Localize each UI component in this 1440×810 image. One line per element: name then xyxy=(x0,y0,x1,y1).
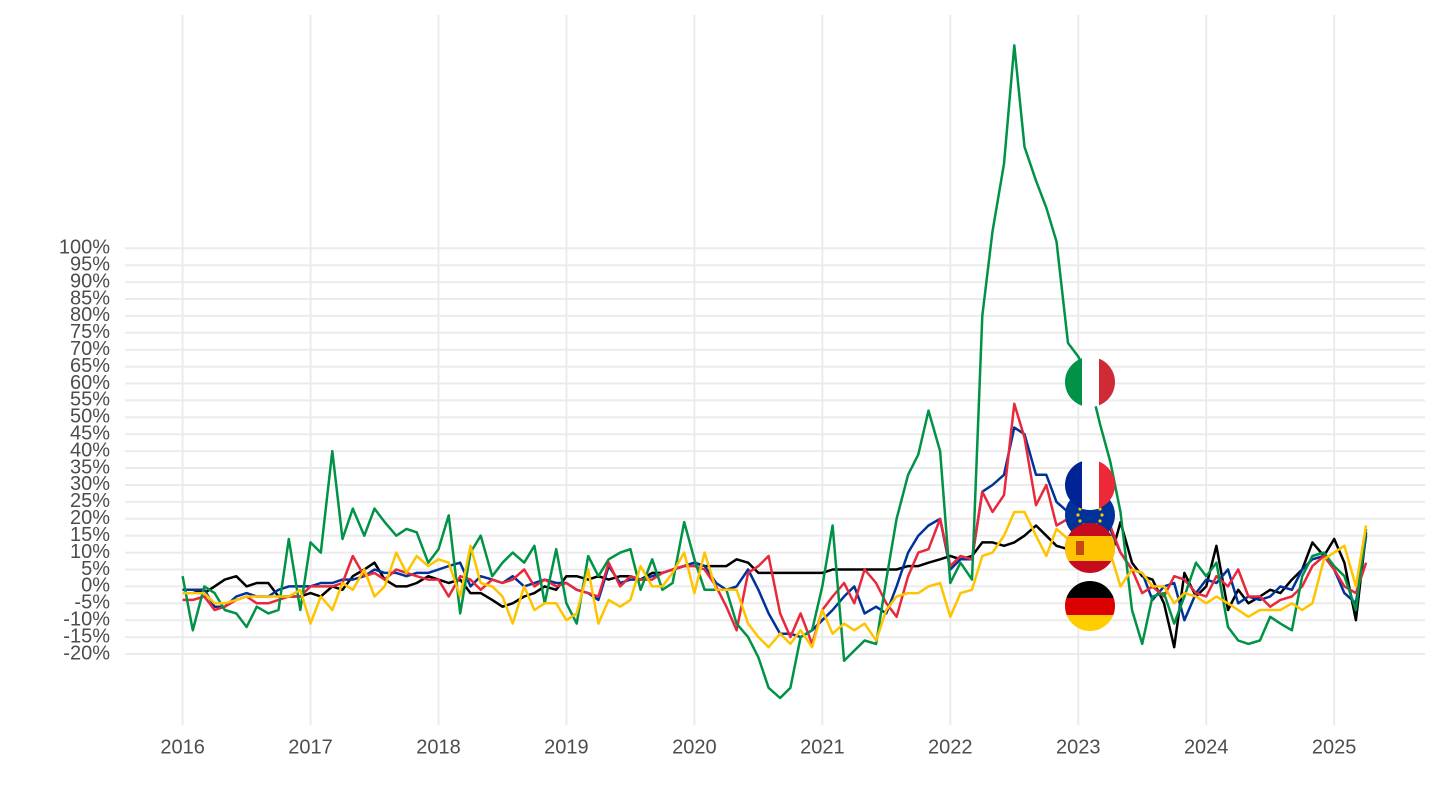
series-line xyxy=(181,44,1368,700)
flag-spain xyxy=(1065,523,1115,573)
y-tick-label: 10% xyxy=(70,541,110,563)
x-tick-label: 2022 xyxy=(928,736,973,758)
flag-germany xyxy=(1065,581,1115,631)
x-tick-label: 2020 xyxy=(672,736,717,758)
series-line xyxy=(182,402,1368,646)
x-tick-label: 2016 xyxy=(160,736,205,758)
y-tick-label: -20% xyxy=(63,642,110,664)
y-tick-label: 90% xyxy=(70,270,110,292)
x-tick-label: 2018 xyxy=(416,736,461,758)
y-tick-label: 60% xyxy=(70,372,110,394)
x-tick-label: 2025 xyxy=(1312,736,1357,758)
series-line xyxy=(182,426,1368,639)
flag-france xyxy=(1065,460,1115,510)
y-tick-label: 80% xyxy=(70,304,110,326)
lines xyxy=(181,44,1368,700)
y-tick-label: 40% xyxy=(70,439,110,461)
x-tick-label: 2017 xyxy=(288,736,333,758)
y-tick-label: 50% xyxy=(70,406,110,428)
x-tick-label: 2024 xyxy=(1184,736,1229,758)
y-tick-label: 45% xyxy=(70,423,110,445)
y-tick-label: 95% xyxy=(70,253,110,275)
y-tick-label: -5% xyxy=(74,592,110,614)
y-tick-label: 75% xyxy=(70,321,110,343)
x-tick-label: 2021 xyxy=(800,736,845,758)
y-tick-label: -10% xyxy=(63,608,110,630)
y-tick-label: 100% xyxy=(59,237,110,259)
y-tick-label: 70% xyxy=(70,338,110,360)
x-tick-label: 2023 xyxy=(1056,736,1101,758)
flag-italy xyxy=(1065,357,1115,407)
y-tick-label: 20% xyxy=(70,507,110,529)
y-tick-label: 35% xyxy=(70,456,110,478)
y-tick-label: 30% xyxy=(70,473,110,495)
y-tick-label: 0% xyxy=(81,575,110,597)
y-tick-label: 85% xyxy=(70,287,110,309)
y-tick-label: -15% xyxy=(63,625,110,647)
y-tick-label: 15% xyxy=(70,524,110,546)
grid xyxy=(125,15,1425,725)
x-tick-label: 2019 xyxy=(544,736,589,758)
y-tick-label: 55% xyxy=(70,389,110,411)
y-tick-label: 25% xyxy=(70,490,110,512)
series-line xyxy=(182,510,1368,649)
y-tick-label: 65% xyxy=(70,355,110,377)
flags xyxy=(1065,357,1115,631)
y-tick-label: 5% xyxy=(81,558,110,580)
